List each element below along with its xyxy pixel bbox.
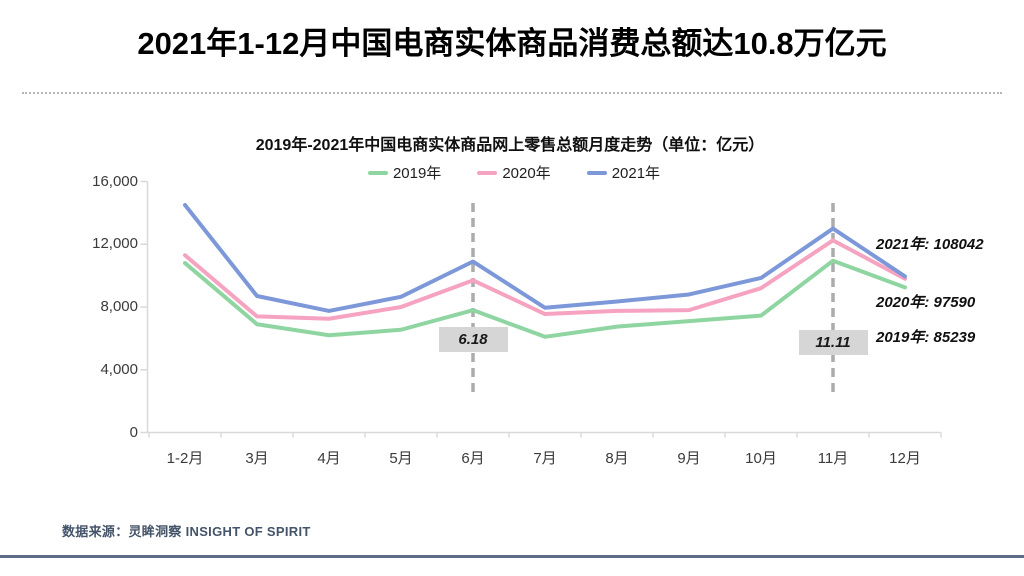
page-title: 2021年1-12月中国电商实体商品消费总额达10.8万亿元	[137, 26, 887, 61]
legend-swatch-2019年	[367, 170, 388, 175]
legend-swatch-2020年	[477, 170, 498, 175]
x-axis-label: 9月	[677, 450, 701, 467]
x-axis-label: 4月	[317, 450, 341, 467]
legend-label: 2021年	[611, 165, 661, 182]
legend-swatch-2021年	[586, 170, 607, 175]
event-marker-box-11.11: 11.11	[798, 330, 868, 355]
x-axis-label: 11月	[817, 450, 849, 467]
data-source-text: 数据来源：灵眸洞察 INSIGHT OF SPIRIT	[62, 524, 311, 539]
x-axis-label: 7月	[533, 450, 557, 467]
legend-item-2021年: 2021年	[586, 162, 661, 183]
annotation-total-2: 2019年: 85239	[876, 329, 976, 346]
footer-rule	[0, 555, 1024, 558]
legend-item-2020年: 2020年	[477, 162, 551, 183]
y-axis-label: 4,000	[100, 360, 138, 378]
x-axis-label: 5月	[389, 450, 413, 467]
chart-legend: 2019年 2020年 2021年	[0, 162, 1024, 183]
series-line-2020年	[183, 238, 907, 321]
x-axis-label: 12月	[889, 450, 921, 467]
dotted-divider	[22, 92, 1002, 94]
y-axis-label: 16,000	[92, 172, 138, 190]
annotation-total-1: 2020年: 97590	[876, 294, 976, 311]
series-line-2021年	[183, 203, 907, 313]
legend-label: 2019年	[392, 165, 442, 182]
x-axis-label: 8月	[605, 450, 629, 467]
annotation-total-0: 2021年: 108042	[876, 236, 984, 253]
x-axis-label: 6月	[461, 450, 485, 467]
legend-label: 2020年	[502, 165, 551, 182]
x-axis-label: 10月	[745, 450, 777, 467]
y-axis-label: 12,000	[92, 235, 138, 253]
x-axis-label: 3月	[245, 450, 269, 467]
series-line-2019年	[183, 258, 907, 339]
event-marker-box-6.18: 6.18	[438, 327, 508, 352]
legend-item-2019年: 2019年	[367, 162, 442, 183]
y-axis-label: 8,000	[100, 298, 138, 315]
chart-title: 2019年-2021年中国电商实体商品网上零售总额月度走势（单位：亿元）	[255, 137, 765, 154]
y-axis-label: 0	[129, 423, 138, 441]
x-axis-label: 1-2月	[166, 450, 204, 467]
